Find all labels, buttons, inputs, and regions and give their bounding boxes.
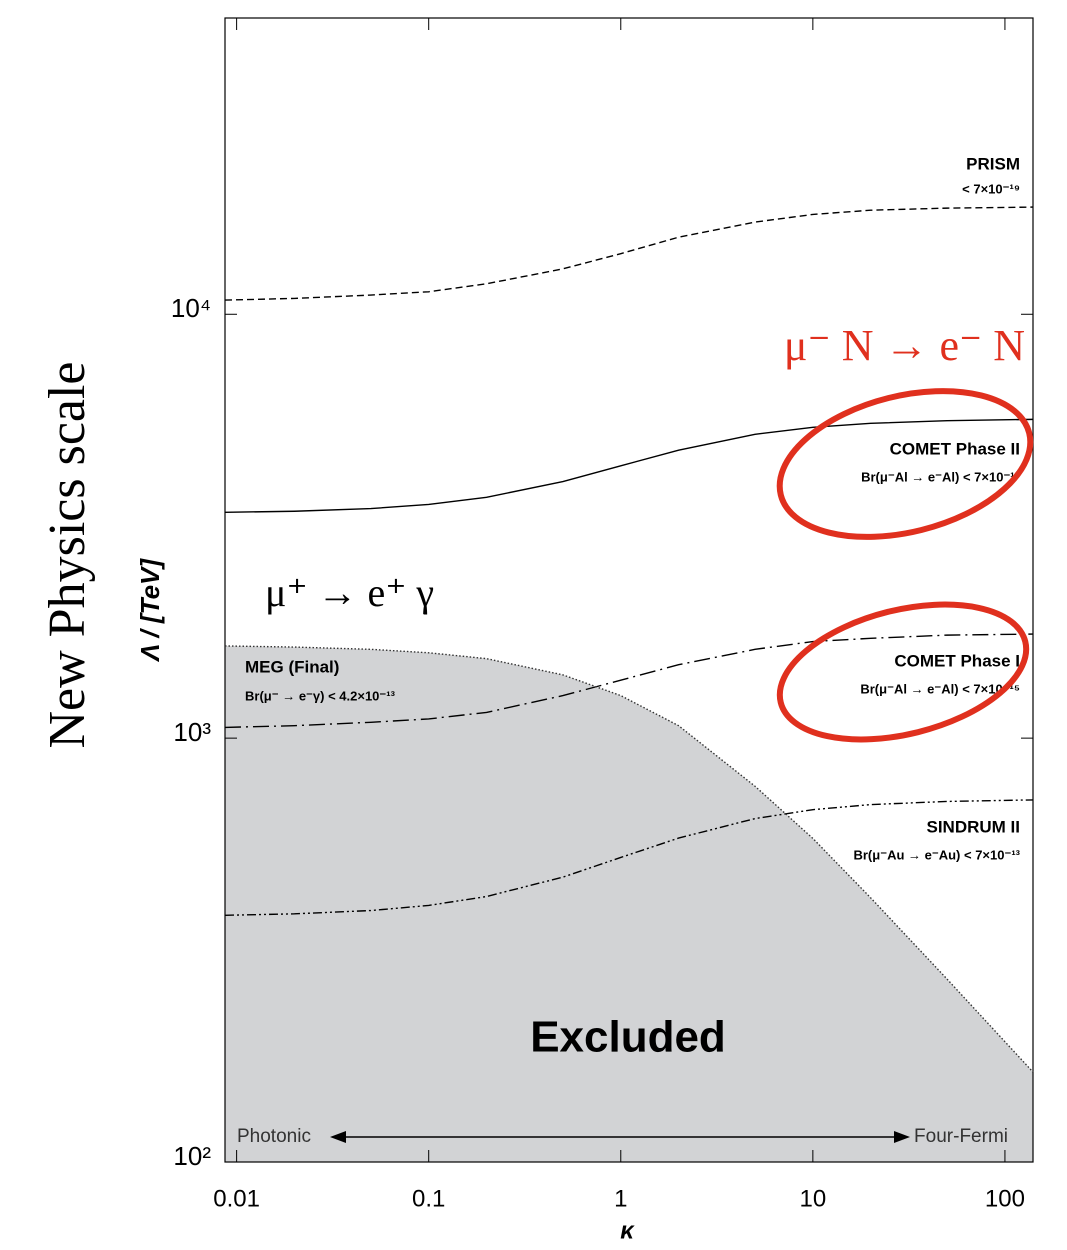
series-limit: Br(μ⁻Al → e⁻Al) < 7×10⁻¹⁷ bbox=[861, 469, 1020, 484]
plot-frame bbox=[224, 17, 1034, 1163]
y-tick-label: 10³ bbox=[173, 717, 211, 747]
excluded-area bbox=[225, 645, 1033, 1162]
series-limit: < 7×10⁻¹⁹ bbox=[962, 181, 1020, 196]
highlight-ellipse bbox=[776, 601, 1030, 743]
four-fermi-label: Four-Fermi bbox=[914, 1126, 1008, 1147]
series-label: COMET Phase II bbox=[890, 439, 1020, 458]
series-label: MEG (Final) bbox=[245, 657, 339, 676]
process-label: μ⁻ N → e⁻ N bbox=[784, 321, 1025, 370]
process-label: μ⁺ → e⁺ γ bbox=[265, 570, 434, 615]
y-tick-label: 10⁴ bbox=[171, 293, 211, 323]
y-axis-label: Λ / [TeV] bbox=[135, 558, 165, 663]
y-tick-label: 10² bbox=[173, 1141, 211, 1171]
series-label: SINDRUM II bbox=[927, 817, 1021, 836]
limit-curve bbox=[224, 645, 1034, 1073]
side-label: New Physics scale bbox=[39, 361, 96, 748]
arrow-head bbox=[330, 1131, 346, 1143]
highlight-ellipse bbox=[776, 388, 1034, 540]
series-label: COMET Phase I bbox=[894, 651, 1020, 670]
x-tick-label: 0.01 bbox=[213, 1185, 260, 1212]
x-axis-label: κ bbox=[620, 1217, 635, 1244]
limit-curve bbox=[224, 418, 1034, 514]
arrow-head bbox=[894, 1131, 910, 1143]
x-tick-label: 1 bbox=[614, 1185, 627, 1212]
series-limit: Br(μ⁻Au → e⁻Au) < 7×10⁻¹³ bbox=[853, 847, 1020, 862]
series-limit: Br(μ⁻ → e⁻γ) < 4.2×10⁻¹³ bbox=[245, 688, 396, 703]
excluded-label: Excluded bbox=[530, 1013, 726, 1062]
limit-curve bbox=[224, 206, 1034, 301]
limit-curve bbox=[224, 633, 1034, 729]
series-label: PRISM bbox=[966, 154, 1020, 173]
photonic-label: Photonic bbox=[237, 1126, 311, 1147]
series-limit: Br(μ⁻Al → e⁻Al) < 7×10⁻¹⁵ bbox=[860, 681, 1020, 696]
x-tick-label: 0.1 bbox=[412, 1185, 445, 1212]
limit-curve bbox=[224, 799, 1034, 916]
x-tick-label: 10 bbox=[800, 1185, 827, 1212]
x-tick-label: 100 bbox=[985, 1185, 1025, 1212]
